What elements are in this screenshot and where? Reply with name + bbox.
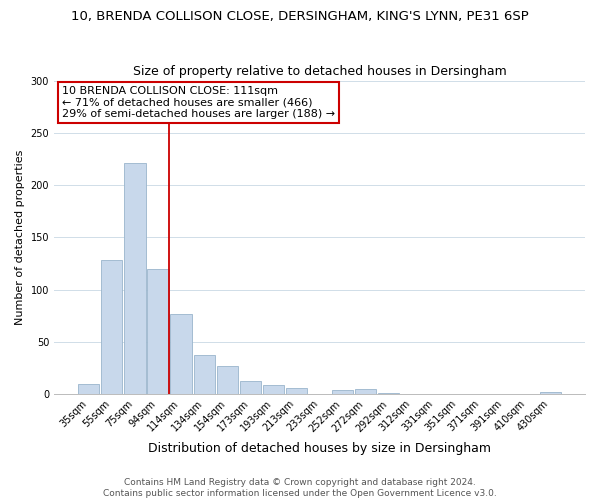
Bar: [539, 392, 561, 394]
Bar: [170, 314, 191, 394]
Bar: [263, 386, 284, 394]
Title: Size of property relative to detached houses in Dersingham: Size of property relative to detached ho…: [133, 66, 506, 78]
Bar: [332, 390, 353, 394]
X-axis label: Distribution of detached houses by size in Dersingham: Distribution of detached houses by size …: [148, 442, 491, 455]
Bar: [101, 260, 122, 394]
Text: Contains HM Land Registry data © Crown copyright and database right 2024.
Contai: Contains HM Land Registry data © Crown c…: [103, 478, 497, 498]
Bar: [239, 382, 261, 394]
Text: 10 BRENDA COLLISON CLOSE: 111sqm
← 71% of detached houses are smaller (466)
29% : 10 BRENDA COLLISON CLOSE: 111sqm ← 71% o…: [62, 86, 335, 119]
Text: 10, BRENDA COLLISON CLOSE, DERSINGHAM, KING'S LYNN, PE31 6SP: 10, BRENDA COLLISON CLOSE, DERSINGHAM, K…: [71, 10, 529, 23]
Bar: [217, 366, 238, 394]
Bar: [355, 388, 376, 394]
Bar: [286, 388, 307, 394]
Bar: [124, 164, 146, 394]
Bar: [378, 393, 400, 394]
Bar: [194, 355, 215, 394]
Bar: [148, 268, 169, 394]
Y-axis label: Number of detached properties: Number of detached properties: [15, 150, 25, 325]
Bar: [78, 384, 100, 394]
